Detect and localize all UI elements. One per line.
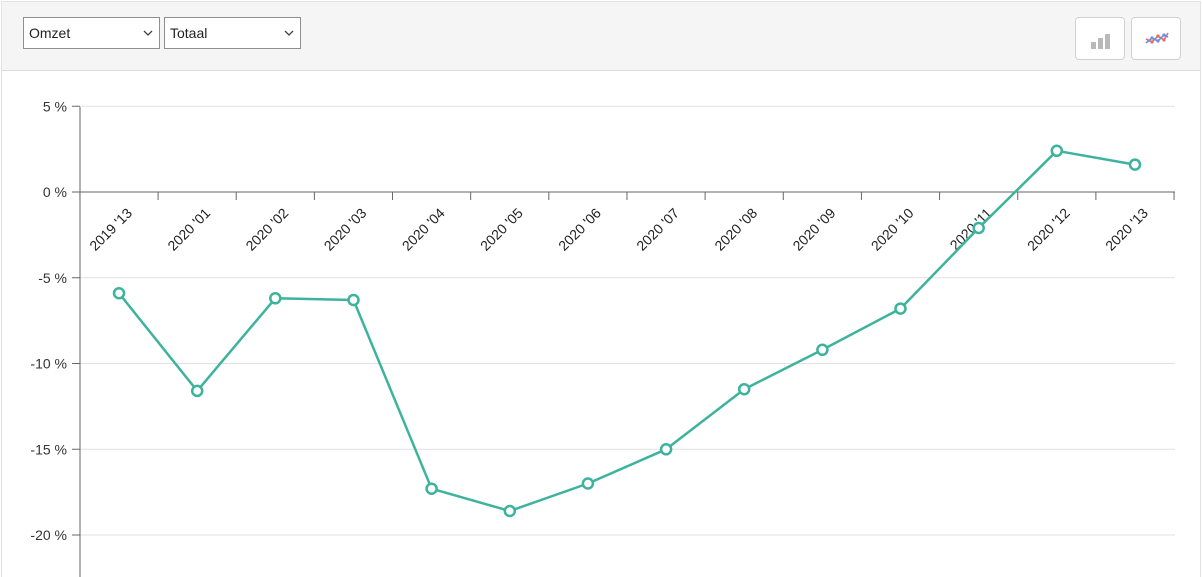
x-tick-label: 2020 '01 [164, 205, 213, 254]
x-tick-label: 2019 '13 [86, 205, 135, 254]
y-tick-label: 5 % [43, 98, 67, 114]
bar-chart-button[interactable] [1075, 17, 1125, 60]
y-tick-label: 0 % [43, 184, 67, 200]
line-chart-button[interactable] [1131, 17, 1181, 60]
data-point[interactable] [894, 302, 907, 315]
data-point[interactable] [659, 443, 673, 456]
y-tick-label: -5 % [38, 270, 67, 286]
data-point[interactable] [269, 292, 282, 305]
data-point[interactable] [112, 286, 126, 300]
data-point[interactable] [425, 482, 438, 495]
data-point[interactable] [347, 293, 360, 307]
x-tick-label: 2020 '09 [789, 205, 838, 254]
data-point[interactable] [581, 477, 595, 490]
line-chart-icon [1145, 32, 1169, 44]
metric-select[interactable]: Omzet [23, 17, 160, 49]
scope-select[interactable]: Totaal [164, 17, 301, 49]
x-tick-label: 2020 '07 [633, 205, 682, 254]
x-tick-label: 2020 '11 [947, 205, 995, 253]
x-tick-label: 2020 '06 [555, 205, 604, 254]
series [112, 144, 1142, 518]
grid-lines [80, 105, 1175, 536]
series-line [118, 149, 1136, 513]
scope-select-value: Totaal [170, 25, 208, 41]
x-tick-label: 2020 '10 [868, 205, 917, 254]
x-tick-label: 2020 '03 [321, 205, 370, 254]
y-tick-label: -20 % [30, 527, 67, 543]
x-tick-label: 2020 '08 [711, 205, 760, 254]
metric-select-value: Omzet [29, 25, 71, 41]
data-point[interactable] [816, 343, 829, 357]
y-tick-label: -15 % [30, 441, 67, 457]
data-point[interactable] [190, 384, 204, 398]
bar-chart-icon [1091, 34, 1110, 49]
x-tick-label: 2020 '12 [1024, 205, 1073, 254]
data-point[interactable] [1128, 158, 1142, 171]
y-axis: 5 % 0 % -5 % -10 % -15 % -20 % [30, 98, 81, 577]
x-tick-label: 2020 '04 [399, 205, 448, 254]
x-tick-label: 2020 '13 [1102, 205, 1151, 254]
x-tick-label: 2020 '02 [242, 205, 291, 254]
chart-toolbar: Omzet Totaal [2, 2, 1200, 71]
chevron-down-icon [284, 30, 294, 36]
x-axis: 2019 '13 2020 '01 2020 '02 2020 '03 2020 '04… [79, 191, 1175, 254]
y-tick-label: -10 % [30, 356, 67, 372]
x-tick-label: 2020 '05 [477, 205, 526, 254]
data-point[interactable] [503, 504, 517, 518]
data-point[interactable] [1050, 144, 1064, 158]
chevron-down-icon [143, 30, 153, 36]
data-point[interactable] [737, 382, 751, 396]
data-point[interactable] [972, 221, 985, 235]
